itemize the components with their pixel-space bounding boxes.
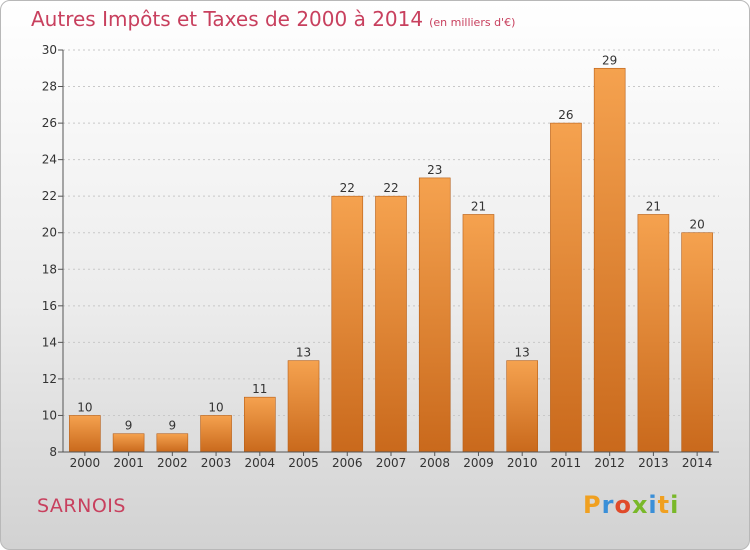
x-tick-label: 2011 [551, 456, 582, 470]
logo-letter: i [670, 491, 680, 519]
bar [593, 67, 626, 453]
data-label: 29 [602, 53, 617, 67]
logo-letter: x [631, 491, 649, 519]
data-label: 11 [252, 382, 267, 396]
x-tick-label: 2014 [682, 456, 713, 470]
y-tick-label: 24 [42, 153, 57, 167]
x-tick-label: 2008 [419, 456, 450, 470]
bar [681, 232, 713, 453]
chart-subtitle: (en milliers d'€) [429, 16, 516, 29]
bar [69, 415, 101, 453]
bar [112, 433, 145, 453]
logo-letter: i [648, 491, 658, 519]
x-tick-label: 2003 [201, 456, 232, 470]
data-label: 23 [427, 163, 442, 177]
logo-letter: P [583, 491, 602, 519]
axes [58, 49, 719, 456]
bar [506, 360, 539, 453]
y-tick-label: 14 [42, 335, 57, 349]
bar [244, 396, 276, 453]
data-label: 22 [383, 181, 398, 195]
x-tick-label: 2012 [594, 456, 625, 470]
labels: 8 10 12 14 16 18 20 22 24 26 28 30 10 2000 9 2001 9 2002 1… [42, 43, 713, 470]
bar [418, 177, 451, 453]
logo-letter: o [614, 491, 632, 519]
x-tick-label: 2013 [638, 456, 669, 470]
bars [69, 67, 713, 453]
y-tick-label: 12 [42, 372, 57, 386]
data-label: 10 [208, 400, 223, 414]
bar [156, 433, 189, 453]
data-label: 20 [689, 218, 704, 232]
data-label: 13 [515, 346, 530, 360]
data-label: 22 [340, 181, 355, 195]
y-tick-label: 26 [42, 116, 57, 130]
data-label: 13 [296, 346, 311, 360]
y-tick-label: 20 [42, 226, 57, 240]
data-label: 26 [558, 108, 573, 122]
x-tick-label: 2000 [70, 456, 101, 470]
x-tick-label: 2004 [245, 456, 276, 470]
x-tick-label: 2002 [157, 456, 188, 470]
logo-letter: r [601, 491, 615, 519]
x-tick-label: 2006 [332, 456, 363, 470]
y-tick-label: 10 [42, 408, 57, 422]
y-tick-label: 28 [42, 80, 57, 94]
data-label: 9 [125, 419, 133, 433]
chart-title-text: Autres Impôts et Taxes de 2000 à 2014 [31, 7, 424, 31]
logo-letter: t [657, 491, 671, 519]
x-tick-label: 2009 [463, 456, 494, 470]
chart-title: Autres Impôts et Taxes de 2000 à 2014 (en… [31, 7, 515, 31]
data-label: 21 [646, 199, 661, 213]
proxiti-logo: Proxiti [583, 491, 679, 519]
bar [462, 214, 495, 453]
x-tick-label: 2010 [507, 456, 538, 470]
y-tick-label: 8 [49, 445, 57, 459]
data-label: 21 [471, 199, 486, 213]
x-tick-label: 2007 [376, 456, 407, 470]
y-tick-label: 16 [42, 299, 57, 313]
commune-name: SARNOIS [37, 495, 126, 517]
x-tick-label: 2001 [113, 456, 144, 470]
y-tick-label: 30 [42, 43, 57, 57]
bar [287, 360, 320, 453]
x-tick-label: 2005 [288, 456, 319, 470]
data-label: 10 [77, 400, 92, 414]
bar [637, 214, 670, 453]
y-tick-label: 22 [42, 189, 57, 203]
bar [550, 122, 582, 453]
bar [375, 195, 407, 453]
bar [331, 195, 364, 453]
data-label: 9 [169, 419, 177, 433]
bar [200, 415, 232, 453]
y-tick-label: 18 [42, 262, 57, 276]
